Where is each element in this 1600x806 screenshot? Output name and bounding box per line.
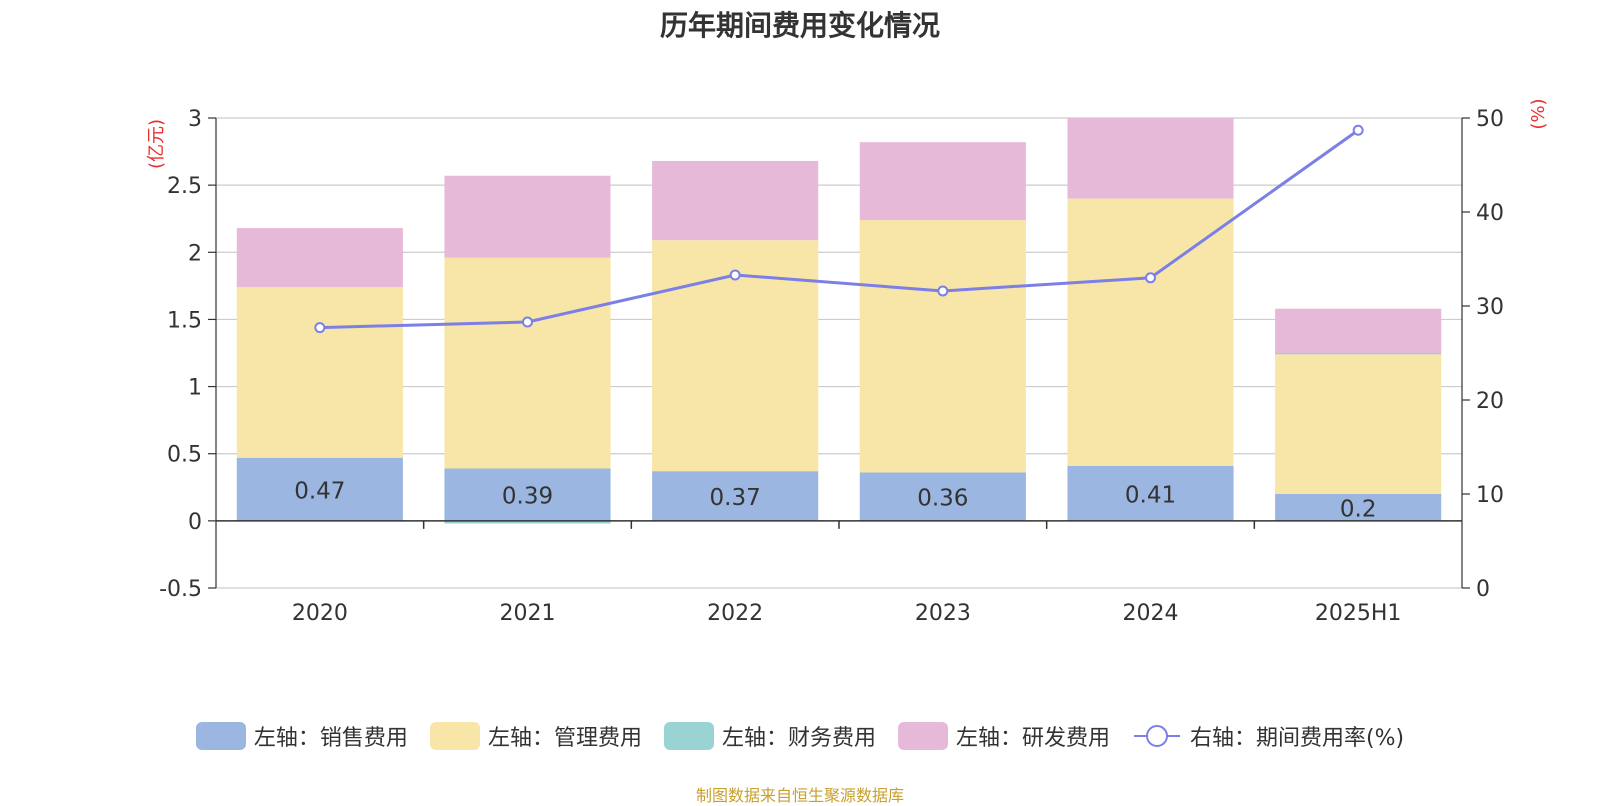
bar-data-label: 0.36	[917, 486, 968, 512]
x-tick-label: 2021	[500, 601, 556, 626]
legend-swatch-admin	[429, 722, 480, 750]
x-tick-label: 2024	[1123, 601, 1179, 626]
right-tick-label: 20	[1476, 389, 1504, 414]
left-tick-label: 1.5	[167, 308, 202, 333]
left-tick-label: 0	[188, 510, 202, 535]
bar-0-2020	[236, 457, 403, 521]
bar-1-2023	[859, 220, 1026, 473]
bar-0-2024	[1067, 465, 1234, 521]
x-tick-label: 2023	[915, 601, 971, 626]
left-tick-label: 2.5	[167, 174, 202, 199]
bar-3-2020	[236, 228, 403, 288]
legend-label-rate: 右轴：期间费用率(%)	[1189, 726, 1405, 751]
left-tick-label: -0.5	[159, 577, 202, 602]
data-source-note: 制图数据来自恒生聚源数据库	[695, 786, 904, 805]
bar-0-2025H1	[1275, 494, 1442, 521]
left-tick-label: 2	[188, 241, 202, 266]
right-axis-unit: (%)	[1528, 98, 1549, 129]
bar-3-2024	[1067, 118, 1234, 199]
x-tick-label: 2022	[707, 601, 763, 626]
legend-item-rd[interactable]: 左轴：研发费用	[897, 720, 1110, 752]
bar-2-2025H1	[1275, 353, 1442, 355]
legend-swatch-rate	[1133, 725, 1180, 747]
bar-data-label: 0.39	[502, 484, 553, 510]
right-tick-label: 30	[1476, 295, 1504, 320]
chart-title: 历年期间费用变化情况	[659, 9, 940, 42]
rate-point	[937, 285, 949, 297]
bar-data-label: 0.2	[1340, 496, 1377, 522]
bar-1-2020	[236, 287, 403, 458]
legend-swatch-finance	[663, 722, 714, 750]
bar-0-2023	[859, 472, 1026, 521]
left-tick-label: 3	[188, 107, 202, 132]
left-tick-label: 1	[188, 376, 202, 401]
legend-item-admin[interactable]: 左轴：管理费用	[429, 720, 642, 752]
legend-label-admin: 左轴：管理费用	[487, 726, 642, 751]
rate-point	[1145, 272, 1156, 284]
left-tick-label: 0.5	[167, 443, 202, 468]
bar-2-2021	[444, 520, 611, 524]
rate-point	[729, 269, 741, 281]
rate-point	[522, 316, 533, 328]
bar-1-2021	[444, 257, 611, 469]
right-tick-label: 0	[1476, 577, 1490, 602]
x-tick-label: 2020	[292, 601, 348, 626]
left-axis-unit: (亿元)	[146, 119, 167, 169]
bar-0-2021	[444, 468, 611, 521]
bar-1-2025H1	[1275, 354, 1442, 494]
right-tick-label: 40	[1476, 201, 1504, 226]
bar-1-2024	[1067, 198, 1234, 466]
legend-label-sales: 左轴：销售费用	[253, 726, 408, 751]
legend-item-sales[interactable]: 左轴：销售费用	[195, 720, 408, 752]
legend-item-rate[interactable]: 右轴：期间费用率(%)	[1132, 720, 1404, 752]
bar-3-2022	[652, 160, 819, 241]
bar-data-label: 0.47	[294, 478, 345, 504]
right-tick-label: 10	[1476, 483, 1504, 508]
legend-item-finance[interactable]: 左轴：财务费用	[663, 720, 876, 752]
bar-3-2025H1	[1275, 308, 1442, 353]
bar-data-label: 0.41	[1125, 482, 1176, 508]
bar-data-label: 0.37	[710, 485, 761, 511]
bar-0-2022	[652, 471, 819, 521]
rate-line	[319, 128, 1360, 330]
legend-swatch-rd	[897, 722, 948, 750]
legend-label-rd: 左轴：研发费用	[955, 726, 1110, 751]
rate-point	[1352, 124, 1364, 136]
bar-3-2021	[444, 175, 611, 258]
rate-point	[314, 322, 326, 334]
x-tick-label: 2025H1	[1315, 601, 1402, 626]
legend-label-finance: 左轴：财务费用	[721, 726, 876, 751]
right-tick-label: 50	[1476, 107, 1504, 132]
legend: 左轴：销售费用 左轴：管理费用 左轴：财务费用 左轴：研发费用 右轴：期间费用率…	[0, 720, 1600, 752]
bar-3-2023	[859, 142, 1026, 221]
legend-swatch-sales	[195, 722, 246, 750]
